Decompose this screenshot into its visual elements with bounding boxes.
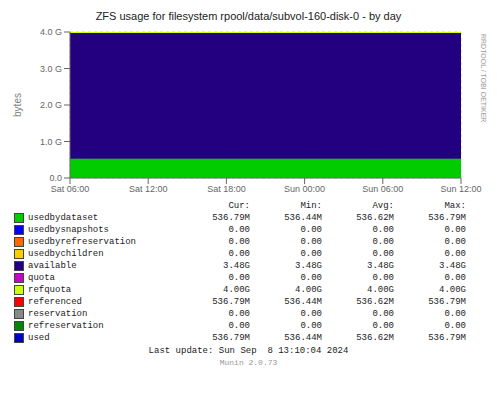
svg-text:Sun 00:00: Sun 00:00 <box>284 184 325 194</box>
html-text:536.79M: 536.79M <box>428 333 466 343</box>
html-text:0.00: 0.00 <box>372 249 394 259</box>
html-text:0.00: 0.00 <box>300 309 322 319</box>
html-text:4.00G: 4.00G <box>439 285 466 295</box>
html-text:refreservation: refreservation <box>28 321 104 331</box>
html-text:RRDTOOL / TOBI OETIKER: RRDTOOL / TOBI OETIKER <box>480 34 487 123</box>
html-text:3.48G: 3.48G <box>295 261 322 271</box>
svg-text:2.0 G: 2.0 G <box>40 100 62 110</box>
html-text:usedbyrefreservation: usedbyrefreservation <box>28 237 136 247</box>
svg-text:bytes: bytes <box>12 93 23 117</box>
html-text:0.00: 0.00 <box>372 321 394 331</box>
html-text:536.79M: 536.79M <box>212 297 250 307</box>
html-text:0.00: 0.00 <box>300 321 322 331</box>
html-text:3.48G: 3.48G <box>367 261 394 271</box>
html-text:4.00G: 4.00G <box>367 285 394 295</box>
html-text:refquota: refquota <box>28 285 72 295</box>
html-text:536.79M: 536.79M <box>212 213 250 223</box>
html-text:quota: quota <box>28 273 55 283</box>
svg-text:3.0 G: 3.0 G <box>40 64 62 74</box>
html-text:used: used <box>28 333 50 343</box>
html-text:536.79M: 536.79M <box>428 297 466 307</box>
html-text:ZFS usage for filesystem rpool: ZFS usage for filesystem rpool/data/subv… <box>95 10 402 22</box>
html-text:0.00: 0.00 <box>372 237 394 247</box>
html-text:536.44M: 536.44M <box>284 213 322 223</box>
html-text:Max:: Max: <box>444 201 466 211</box>
html-text:0.00: 0.00 <box>444 237 466 247</box>
html-text:usedbychildren: usedbychildren <box>28 249 104 259</box>
html-text:0.00: 0.00 <box>228 273 250 283</box>
html-text:0.00: 0.00 <box>300 225 322 235</box>
html-text:0.00: 0.00 <box>228 321 250 331</box>
html-text:4.00G: 4.00G <box>295 285 322 295</box>
html-text:0.00: 0.00 <box>372 273 394 283</box>
html-text:usedbysnapshots: usedbysnapshots <box>28 225 109 235</box>
html-text:0.00: 0.00 <box>228 309 250 319</box>
html-text:0.00: 0.00 <box>300 273 322 283</box>
html-text:0.00: 0.00 <box>444 273 466 283</box>
html-text:536.62M: 536.62M <box>356 297 394 307</box>
html-text:referenced: referenced <box>28 297 82 307</box>
html-text:0.00: 0.00 <box>444 249 466 259</box>
html-text:536.62M: 536.62M <box>356 213 394 223</box>
html-text:Cur:: Cur: <box>228 201 250 211</box>
html-text:0.00: 0.00 <box>300 249 322 259</box>
html-text:0.00: 0.00 <box>372 309 394 319</box>
html-text:3.48G: 3.48G <box>223 261 250 271</box>
svg-text:0.0: 0.0 <box>49 173 62 183</box>
html-text:Last update: Sun Sep 8 13:10:0: Last update: Sun Sep 8 13:10:04 2024 <box>148 346 349 356</box>
svg-text:Sat 12:00: Sat 12:00 <box>129 184 168 194</box>
svg-text:Sat 06:00: Sat 06:00 <box>51 184 90 194</box>
html-text:0.00: 0.00 <box>444 321 466 331</box>
html-text:0.00: 0.00 <box>228 237 250 247</box>
html-text:536.62M: 536.62M <box>356 333 394 343</box>
html-text:4.00G: 4.00G <box>223 285 250 295</box>
svg-text:4.0 G: 4.0 G <box>40 27 62 37</box>
html-text:3.48G: 3.48G <box>439 261 466 271</box>
svg-text:Sun 12:00: Sun 12:00 <box>440 184 481 194</box>
html-text:Avg:: Avg: <box>372 201 394 211</box>
html-text:536.44M: 536.44M <box>284 297 322 307</box>
html-text:available: available <box>28 261 77 271</box>
html-text:0.00: 0.00 <box>372 225 394 235</box>
html-text:reservation: reservation <box>28 309 88 319</box>
html-text:536.79M: 536.79M <box>428 213 466 223</box>
svg-text:Sun 06:00: Sun 06:00 <box>362 184 403 194</box>
svg-text:1.0 G: 1.0 G <box>40 137 62 147</box>
html-text:0.00: 0.00 <box>228 249 250 259</box>
html-text:0.00: 0.00 <box>444 225 466 235</box>
html-text:0.00: 0.00 <box>228 225 250 235</box>
html-text:536.79M: 536.79M <box>212 333 250 343</box>
html-text:Munin 2.0.73: Munin 2.0.73 <box>219 358 278 367</box>
html-text:usedbydataset: usedbydataset <box>28 213 99 223</box>
html-text:536.44M: 536.44M <box>284 333 322 343</box>
html-text:0.00: 0.00 <box>300 237 322 247</box>
html-text:Min:: Min: <box>300 201 322 211</box>
html-text:0.00: 0.00 <box>444 309 466 319</box>
svg-text:Sat 18:00: Sat 18:00 <box>207 184 246 194</box>
